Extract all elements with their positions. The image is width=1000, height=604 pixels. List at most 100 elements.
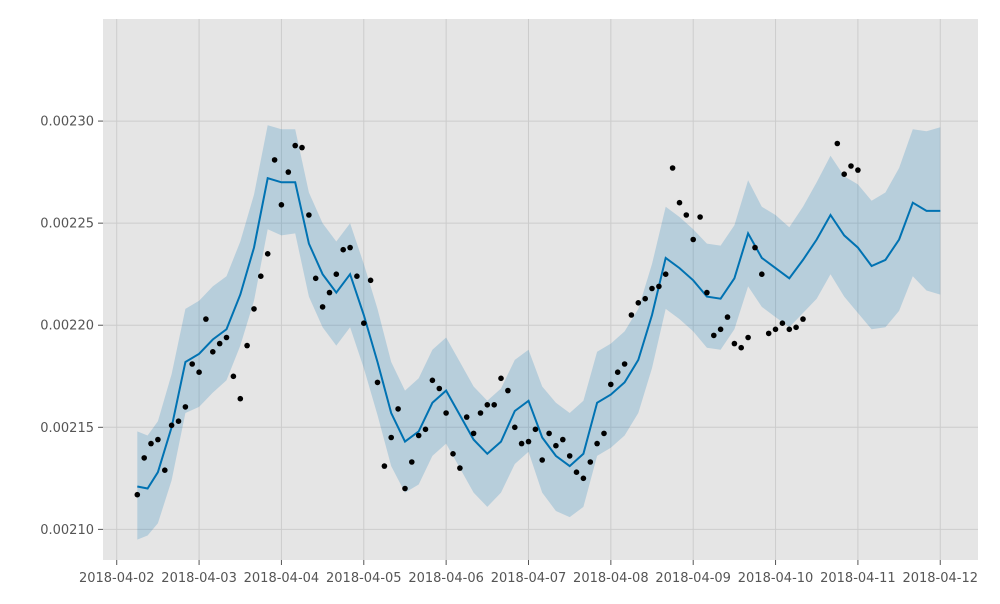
observed-points: [134, 140, 861, 498]
y-tick-label-1: 0.00215: [40, 421, 94, 436]
data-point-101: [855, 167, 861, 173]
data-point-91: [759, 271, 765, 278]
data-point-63: [566, 453, 573, 459]
data-point-66: [587, 459, 594, 465]
data-point-17: [251, 306, 257, 312]
data-point-95: [786, 326, 793, 333]
x-tick-label-3: 2018-04-05: [326, 571, 402, 586]
data-point-97: [800, 316, 806, 322]
data-point-80: [683, 212, 690, 218]
data-point-75: [649, 285, 655, 292]
data-point-98: [834, 140, 841, 147]
data-point-54: [505, 387, 511, 394]
data-point-53: [498, 375, 504, 382]
data-point-93: [772, 326, 779, 333]
grid-lines: [103, 19, 978, 560]
data-point-31: [347, 244, 353, 251]
x-tick-label-8: 2018-04-10: [738, 571, 814, 586]
data-point-88: [738, 344, 744, 351]
data-point-39: [402, 485, 408, 492]
data-point-61: [553, 442, 559, 449]
data-point-99: [841, 171, 847, 177]
data-point-83: [704, 289, 710, 296]
data-point-44: [436, 385, 443, 392]
data-point-4: [162, 467, 168, 474]
data-point-40: [409, 459, 415, 465]
data-point-9: [196, 369, 202, 376]
data-point-49: [470, 430, 477, 437]
data-point-48: [463, 414, 470, 420]
data-point-96: [793, 324, 799, 331]
data-point-10: [203, 316, 209, 322]
data-point-23: [292, 142, 299, 149]
data-point-50: [477, 410, 484, 416]
data-point-29: [333, 271, 340, 278]
data-point-94: [779, 320, 786, 327]
data-point-28: [326, 289, 333, 296]
x-tick-label-10: 2018-04-12: [902, 571, 978, 586]
data-point-47: [457, 465, 463, 471]
x-axis-ticks: 2018-04-02 2018-04-03 2018-04-04 2018-04-05…: [79, 560, 978, 586]
data-point-60: [546, 430, 552, 437]
data-point-73: [635, 300, 642, 306]
data-point-32: [354, 273, 360, 280]
data-point-55: [512, 424, 518, 431]
data-point-64: [573, 469, 580, 476]
plot-background: [103, 19, 978, 560]
data-point-52: [491, 402, 498, 408]
data-point-46: [450, 451, 456, 457]
data-point-16: [244, 342, 250, 349]
data-point-57: [525, 438, 532, 445]
data-point-36: [381, 463, 388, 469]
data-point-18: [258, 273, 264, 280]
data-point-58: [532, 426, 539, 433]
data-point-81: [690, 236, 696, 243]
data-point-45: [443, 410, 449, 416]
data-point-8: [189, 361, 195, 367]
data-point-30: [340, 246, 347, 253]
data-point-41: [415, 432, 422, 439]
data-point-100: [848, 163, 854, 169]
x-tick-label-9: 2018-04-11: [820, 571, 896, 586]
y-axis-ticks: 0.00210 0.00215 0.00220 0.00225 0.00230: [40, 115, 103, 538]
data-point-33: [361, 320, 367, 327]
data-point-76: [656, 283, 662, 290]
data-point-68: [601, 430, 607, 437]
data-point-6: [175, 418, 182, 425]
data-point-35: [374, 379, 381, 386]
y-tick-label-4: 0.00230: [40, 115, 94, 130]
data-point-62: [560, 436, 566, 443]
data-point-34: [367, 277, 374, 284]
data-point-27: [319, 304, 326, 310]
data-point-7: [182, 404, 189, 410]
data-point-59: [539, 457, 545, 463]
data-point-25: [306, 212, 312, 218]
data-point-69: [608, 381, 614, 388]
forecast-line: [137, 176, 941, 490]
x-tick-label-4: 2018-04-06: [408, 571, 484, 586]
data-point-92: [765, 330, 772, 337]
data-point-78: [669, 165, 676, 171]
x-tick-label-6: 2018-04-08: [573, 571, 649, 586]
data-point-87: [731, 340, 738, 347]
x-tick-label-2: 2018-04-04: [244, 571, 320, 586]
data-point-86: [724, 314, 731, 320]
y-tick-label-3: 0.00225: [40, 217, 94, 232]
y-tick-label-0: 0.00210: [40, 523, 94, 538]
data-point-22: [285, 169, 292, 175]
x-tick-label-5: 2018-04-07: [491, 571, 567, 586]
data-point-11: [210, 349, 216, 355]
data-point-24: [299, 144, 305, 151]
data-point-72: [628, 312, 635, 318]
data-point-15: [237, 395, 244, 402]
data-point-38: [395, 406, 401, 412]
data-point-65: [580, 475, 587, 482]
data-point-85: [717, 326, 724, 333]
data-point-67: [594, 440, 600, 447]
data-point-89: [745, 334, 751, 341]
x-tick-label-0: 2018-04-02: [79, 571, 155, 586]
data-point-56: [518, 440, 525, 447]
data-point-13: [223, 334, 230, 341]
